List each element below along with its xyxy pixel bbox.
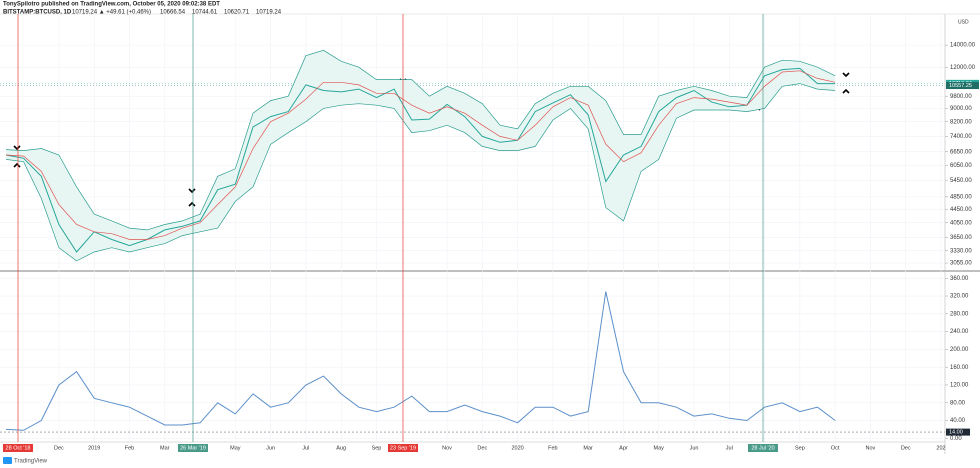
x-tick-label: Aug <box>336 445 346 451</box>
y-tick-label: 80.00 <box>950 400 966 406</box>
x-tick-label: Mar <box>583 445 593 451</box>
ohlc-open: 10666.54 <box>160 10 186 16</box>
event-label-box <box>388 444 418 452</box>
x-tick-label: 202 <box>936 445 945 451</box>
y-tick-label: 240.00 <box>950 329 969 335</box>
footer: TradingView <box>14 459 48 465</box>
series-line <box>5 70 836 240</box>
signal-arrows <box>13 72 850 207</box>
x-tick-label: Jul <box>726 445 733 451</box>
y-tick-label: 120.00 <box>950 383 969 389</box>
series-line <box>5 49 836 231</box>
x-tick-label: 2019 <box>88 445 100 451</box>
x-tick-label: Jun <box>690 445 699 451</box>
x-tick-label: Nov <box>442 445 452 451</box>
author-line: TonySpilotro published on TradingView.co… <box>3 2 220 8</box>
x-tick-label: Dec <box>54 445 64 451</box>
x-tick-label: Jul <box>302 445 309 451</box>
y-tick-label: 280.00 <box>950 311 969 317</box>
symbol: BITSTAMP:BTCUSD, 1D <box>3 10 72 16</box>
arrow-down <box>13 145 21 151</box>
x-tick-label: May <box>654 445 665 451</box>
y-tick-label: 160.00 <box>950 365 969 371</box>
arrow-down <box>842 72 850 78</box>
ohlc-close: 10719.24 <box>256 10 282 16</box>
x-tick-label: Mar <box>160 445 170 451</box>
x-tick-label: Oct <box>831 445 840 451</box>
x-tick-label: Feb <box>548 445 557 451</box>
ohlc-low: 10620.71 <box>224 10 250 16</box>
y-tick-label: 3330.00 <box>950 248 972 254</box>
x-tick-label: Feb <box>125 445 134 451</box>
y-tick-label: 320.00 <box>950 294 969 300</box>
event-label: 28 Oct '18 <box>6 445 31 451</box>
logo-mark <box>3 457 12 464</box>
x-tick-label: 2020 <box>511 445 523 451</box>
event-label-box <box>3 444 33 452</box>
value-tag <box>946 428 970 436</box>
band-fill <box>6 50 836 261</box>
y-tick-label: 3055.00 <box>950 261 972 267</box>
ohlc-high: 10744.61 <box>192 10 218 16</box>
x-tick-label: Sep <box>372 445 382 451</box>
arrow-up <box>188 201 196 207</box>
event-label-box <box>748 444 778 452</box>
y-tick-label: 6650.00 <box>950 149 972 155</box>
y-tick-label: 6050.00 <box>950 163 972 169</box>
y-tick-label: 12000.00 <box>950 65 976 71</box>
y-tick-label: 9000.00 <box>950 106 972 112</box>
series-line <box>5 83 836 262</box>
y-tick-label: 4050.00 <box>950 220 972 226</box>
event-label: 26 Mar '19 <box>180 445 206 451</box>
price-tag <box>946 82 979 90</box>
arrow-up <box>842 88 850 94</box>
price-tag-label: 10557.25 <box>949 83 972 89</box>
value-tag-label: 14.00 <box>949 430 963 436</box>
y-tick-label: 4850.00 <box>950 194 972 200</box>
series-line <box>5 67 836 253</box>
y-tick-label: 9800.00 <box>950 94 972 100</box>
x-tick-label: Jun <box>266 445 275 451</box>
x-tick-label: Apr <box>619 445 628 451</box>
x-tick-label: May <box>230 445 241 451</box>
x-tick-label: Dec <box>901 445 911 451</box>
y-tick-label: 4450.00 <box>950 207 972 213</box>
y-tick-label: 7400.00 <box>950 134 972 140</box>
y-tick-label: 14000.00 <box>950 43 976 49</box>
y-tick-label: 5450.00 <box>950 178 972 184</box>
quote: 10719.24 ▲ +49.61 (+0.46%) <box>72 10 151 16</box>
footer-logo: TradingView <box>3 457 48 465</box>
y-tick-label: 0.00 <box>950 436 962 442</box>
arrow-up <box>13 162 21 168</box>
event-label-box <box>178 444 208 452</box>
x-tick-label: Dec <box>477 445 487 451</box>
y-tick-label: 360.00 <box>950 276 969 282</box>
arrow-down <box>188 188 196 194</box>
x-tick-label: Nov <box>866 445 876 451</box>
event-label: 23 Sep '19 <box>390 445 416 451</box>
y-tick-label: 200.00 <box>950 347 969 353</box>
series-line <box>5 291 836 431</box>
y-tick-label: 40.00 <box>950 418 966 424</box>
x-tick-label: Sep <box>795 445 805 451</box>
event-label: 28 Jul '20 <box>751 445 774 451</box>
y-tick-label: 8200.00 <box>950 119 972 125</box>
unit-label: USD <box>958 19 969 25</box>
y-tick-label: 3650.00 <box>950 235 972 241</box>
